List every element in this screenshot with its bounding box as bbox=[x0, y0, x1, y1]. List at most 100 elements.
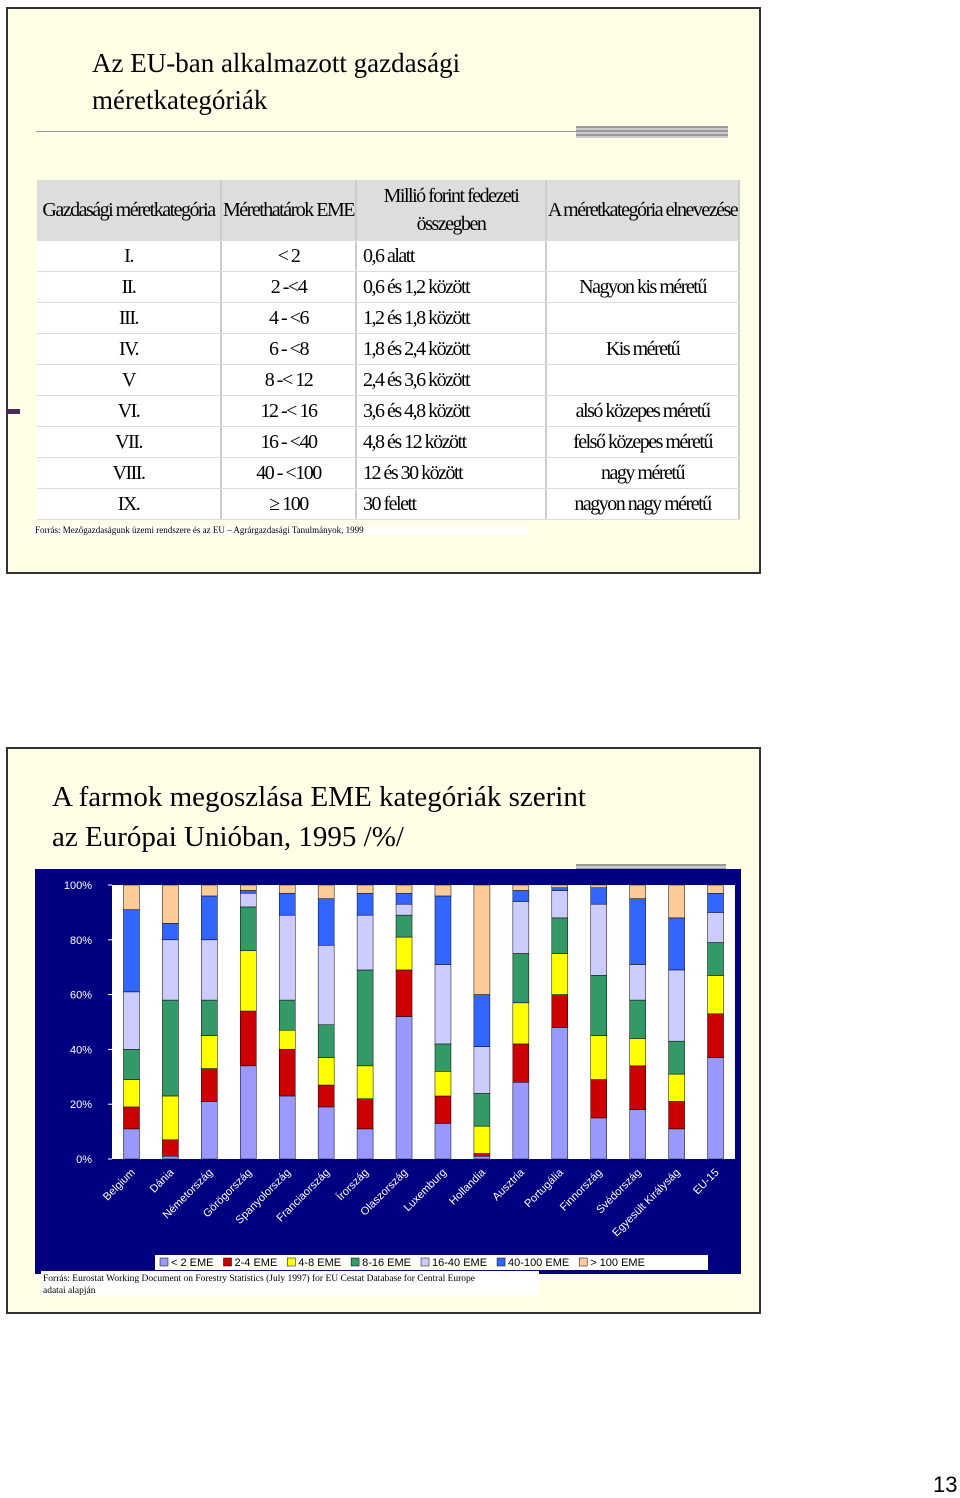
bar-segment bbox=[278, 999, 296, 1031]
bar-segment bbox=[240, 1065, 257, 1160]
y-tick-label: 0% bbox=[76, 1154, 92, 1166]
table-cell: III. bbox=[37, 303, 222, 333]
table-cell bbox=[547, 303, 740, 333]
bar-segment bbox=[629, 898, 646, 965]
bar-segment bbox=[512, 890, 530, 902]
title-line: az Európai Unióban, 1995 /%/ bbox=[52, 821, 404, 853]
bar-segment bbox=[162, 939, 179, 1001]
bar-segment bbox=[434, 895, 452, 965]
table-cell: 8 -< 12 bbox=[222, 365, 357, 395]
bar-segment bbox=[162, 999, 179, 1097]
legend-swatch bbox=[223, 1257, 232, 1267]
legend-label: 16-40 EME bbox=[432, 1257, 487, 1269]
bar-segment bbox=[512, 1043, 530, 1083]
source: Forrás: Eurostat Working Document on For… bbox=[43, 1273, 477, 1296]
bar-segment bbox=[590, 903, 607, 976]
bar-segment bbox=[162, 884, 179, 924]
table-row: VI. 12 -< 16 3,6 és 4,8 között alsó közepes… bbox=[37, 396, 740, 427]
bar-segment bbox=[551, 890, 569, 919]
bar-segment bbox=[629, 1038, 646, 1067]
decor-bar bbox=[576, 126, 728, 138]
bar-segment bbox=[512, 1002, 530, 1045]
table-row: VIII. 40 - <100 12 és 30 között nagy méretű bbox=[37, 458, 740, 489]
bar-segment bbox=[240, 1010, 257, 1067]
source-text: Forrás: Eurostat Working Document on For… bbox=[43, 1273, 477, 1284]
table-cell: V bbox=[37, 365, 222, 395]
header-cell: Mérethatárok EME bbox=[222, 180, 357, 240]
table-cell: 30 felett bbox=[357, 489, 547, 519]
title-line: A farmok megoszlása EME kategóriák szeri… bbox=[52, 781, 586, 813]
legend-label: < 2 EME bbox=[171, 1257, 214, 1269]
bar-segment bbox=[473, 884, 491, 995]
table-cell: 3,6 és 4,8 között bbox=[357, 396, 547, 426]
bar-segment bbox=[162, 923, 179, 941]
bar-segment bbox=[590, 975, 607, 1036]
header-cell: Millió forint fedezeti összegben bbox=[357, 180, 547, 240]
table-cell: 0,6 és 1,2 között bbox=[357, 272, 547, 302]
table-row: I. < 2 0,6 alatt bbox=[37, 241, 740, 272]
bar-segment bbox=[434, 1095, 452, 1124]
bar-segment bbox=[551, 887, 569, 891]
bar-segment bbox=[707, 975, 724, 1015]
bar-segment bbox=[434, 884, 452, 897]
bar-segment bbox=[395, 892, 413, 905]
legend-swatch bbox=[350, 1257, 360, 1267]
bar-segment bbox=[512, 884, 530, 891]
bar-segment bbox=[629, 964, 646, 1001]
table-cell: nagyon nagy méretű bbox=[547, 489, 740, 519]
bar-segment bbox=[317, 1106, 335, 1160]
bar-segment bbox=[590, 1117, 607, 1160]
bar-segment bbox=[473, 1092, 491, 1127]
bar-segment bbox=[551, 1027, 569, 1160]
slide: Az EU-ban alkalmazott gazdasági méretkat… bbox=[6, 7, 761, 574]
bar-segment bbox=[668, 1101, 685, 1130]
bar-segment bbox=[123, 909, 140, 993]
bar-segment bbox=[356, 1128, 374, 1160]
title-line: méretkategóriák bbox=[92, 85, 268, 115]
bar-segment bbox=[668, 1040, 685, 1075]
bar-segment bbox=[240, 950, 257, 1012]
table-cell bbox=[547, 365, 740, 395]
bar-segment bbox=[707, 942, 724, 976]
y-tick-label: 40% bbox=[70, 1044, 92, 1056]
bar-segment bbox=[123, 1106, 140, 1130]
table-cell bbox=[547, 241, 740, 271]
header-cell: A méretkategória elnevezése bbox=[547, 180, 740, 240]
bar-segment bbox=[123, 1128, 140, 1160]
source: Forrás: Mezőgazdaságunk üzemi rendszere … bbox=[32, 525, 528, 535]
bar-segment bbox=[201, 999, 218, 1036]
bar-segment bbox=[317, 898, 335, 946]
table-cell: felső közepes méretű bbox=[547, 427, 740, 457]
bar-segment bbox=[395, 903, 413, 916]
y-tick-label: 80% bbox=[70, 935, 92, 947]
table-cell: 40 - <100 bbox=[222, 458, 357, 488]
bar-segment bbox=[629, 1065, 646, 1110]
legend-label: 8-16 EME bbox=[362, 1257, 411, 1269]
bar-segment bbox=[473, 1153, 491, 1157]
y-tick-label: 20% bbox=[70, 1099, 92, 1111]
legend-swatch bbox=[420, 1257, 430, 1267]
bar-segment bbox=[551, 884, 569, 888]
table-cell: VI. bbox=[37, 396, 222, 426]
table-cell: ≥ 100 bbox=[222, 489, 357, 519]
bar-segment bbox=[201, 1035, 218, 1069]
table-cell: 4 - <6 bbox=[222, 303, 357, 333]
legend-swatch bbox=[159, 1257, 169, 1267]
bar-segment bbox=[201, 939, 218, 1001]
table-cell: 0,6 alatt bbox=[357, 241, 547, 271]
bar-segment bbox=[278, 1029, 296, 1050]
bar-segment bbox=[473, 1046, 491, 1094]
table-cell: 12 -< 16 bbox=[222, 396, 357, 426]
bar-segment bbox=[707, 892, 724, 913]
bar-segment bbox=[707, 1013, 724, 1058]
bar-segment bbox=[201, 884, 218, 897]
slide-title: Az EU-ban alkalmazott gazdasági méretkat… bbox=[92, 45, 460, 119]
table-cell: Kis méretű bbox=[547, 334, 740, 364]
bar-segment bbox=[512, 953, 530, 1004]
source-text: adatai alapján bbox=[43, 1286, 96, 1296]
bar-segment bbox=[551, 953, 569, 995]
table-cell: 2,4 és 3,6 között bbox=[357, 365, 547, 395]
table-cell: 2 -<4 bbox=[222, 272, 357, 302]
